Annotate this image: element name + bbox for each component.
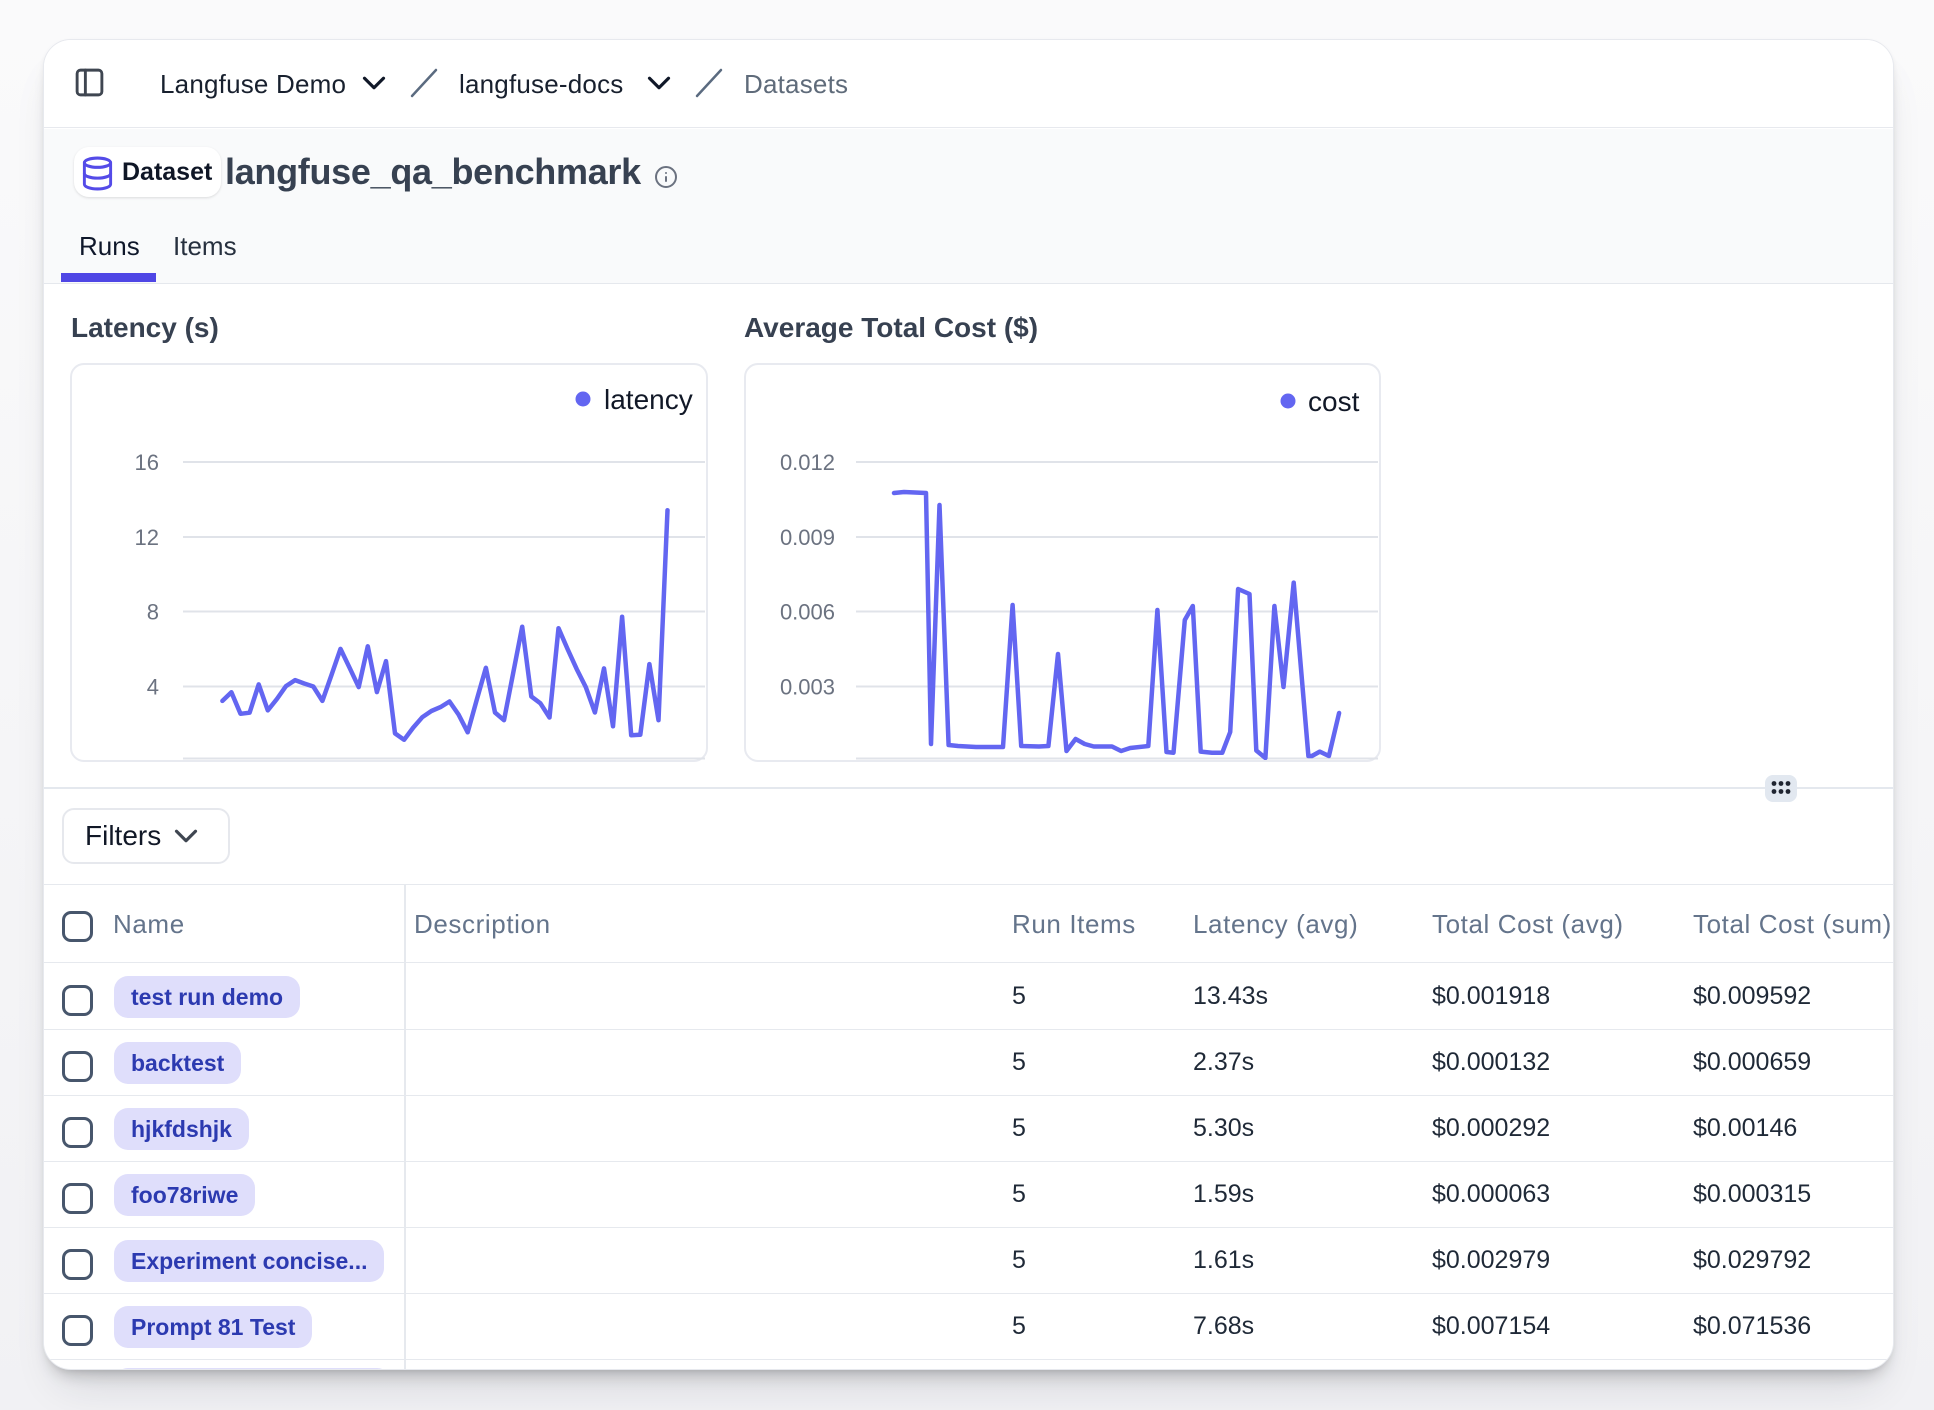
svg-text:0.006: 0.006 (780, 600, 835, 625)
svg-text:0.012: 0.012 (780, 450, 835, 475)
svg-text:0.009: 0.009 (780, 525, 835, 550)
svg-text:12: 12 (135, 525, 159, 550)
svg-text:8: 8 (147, 600, 159, 625)
svg-text:0.003: 0.003 (780, 675, 835, 700)
svg-text:latency: latency (604, 384, 693, 415)
svg-text:4: 4 (147, 675, 159, 700)
svg-text:cost: cost (1308, 386, 1360, 417)
svg-text:16: 16 (135, 450, 159, 475)
